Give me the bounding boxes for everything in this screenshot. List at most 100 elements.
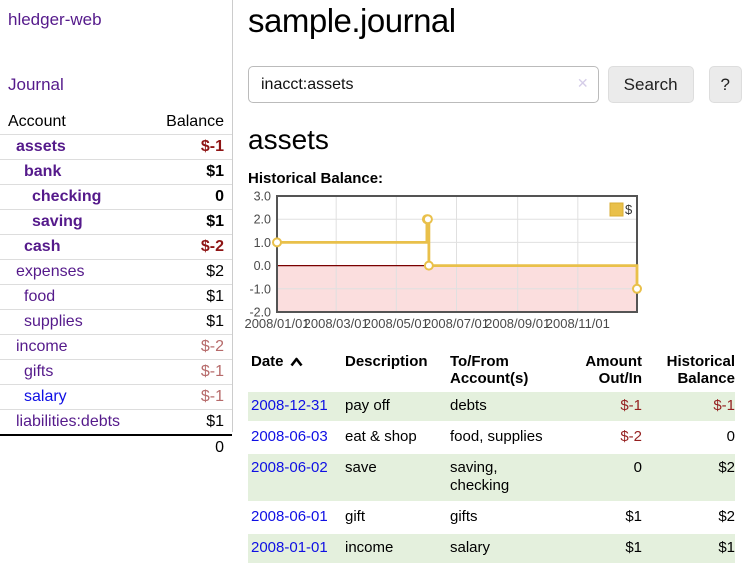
account-link-gifts[interactable]: gifts — [24, 363, 54, 380]
transaction-amount: $-1 — [562, 392, 642, 423]
transaction-row: 2008-06-03 eat & shop food, supplies $-2 0 — [248, 421, 735, 454]
chart-marker — [422, 214, 433, 225]
accounts-table: Account Balance assets $-1 bank $1 checking 0… — [0, 110, 232, 460]
account-row: food $1 — [0, 284, 232, 310]
x-tick-label: 2008/09/01 — [485, 316, 550, 331]
transaction-row: 2008-12-31 pay off debts $-1 $-1 — [248, 392, 735, 423]
clear-search-icon[interactable]: ✕ — [576, 75, 589, 91]
page-title: sample.journal — [248, 2, 456, 39]
account-link-saving[interactable]: saving — [32, 213, 83, 230]
transaction-row: 2008-01-01 income salary $1 $1 — [248, 532, 735, 565]
y-tick-label: 2.0 — [254, 213, 271, 227]
transaction-description: save — [345, 452, 450, 503]
transaction-accounts: saving, checking — [450, 452, 562, 503]
y-tick-label: 0.0 — [254, 259, 271, 273]
account-balance: $2 — [206, 263, 224, 280]
x-tick-label: 2008/11/01 — [546, 316, 610, 331]
account-link-supplies[interactable]: supplies — [24, 313, 83, 330]
y-tick-label: -2.0 — [249, 306, 271, 320]
plot-border — [276, 195, 638, 313]
account-link-cash[interactable]: cash — [24, 238, 61, 255]
account-row: gifts $-1 — [0, 359, 232, 385]
transaction-balance: 0 — [642, 421, 735, 454]
account-balance: $-2 — [200, 238, 224, 255]
account-row: saving $1 — [0, 209, 232, 235]
account-balance: $1 — [206, 413, 224, 430]
transaction-amount: $1 — [562, 532, 642, 565]
accounts-header-balance: Balance — [166, 113, 224, 130]
transaction-row: 2008-06-01 gift gifts $1 $2 — [248, 502, 735, 534]
account-row: expenses $2 — [0, 259, 232, 285]
accounts-total-spacer — [0, 435, 148, 460]
transaction-date-link[interactable]: 2008-01-01 — [251, 538, 328, 556]
main-panel: sample.journal ✕ Search ? assets Histori… — [244, 0, 742, 565]
search-input-wrap: ✕ — [248, 66, 599, 103]
account-link-assets[interactable]: assets — [16, 138, 66, 155]
accounts-header-row: Account Balance — [0, 110, 232, 135]
legend-label: $ — [625, 202, 633, 217]
account-balance: $1 — [206, 288, 224, 305]
sort-ascending-icon[interactable] — [289, 357, 303, 367]
y-tick-label: 1.0 — [254, 236, 271, 250]
account-link-income[interactable]: income — [16, 338, 68, 355]
transaction-amount: 0 — [562, 452, 642, 503]
transaction-accounts: food, supplies — [450, 421, 562, 454]
transaction-description: gift — [345, 502, 450, 534]
help-button[interactable]: ? — [708, 66, 742, 103]
transaction-date-link[interactable]: 2008-06-03 — [251, 427, 328, 445]
accounts-header-account: Account — [8, 113, 66, 130]
account-link-expenses[interactable]: expenses — [16, 263, 85, 280]
transaction-date-link[interactable]: 2008-12-31 — [251, 397, 328, 414]
account-row: liabilities:debts $1 — [0, 409, 232, 436]
account-row: income $-2 — [0, 334, 232, 360]
chart-marker — [423, 260, 434, 271]
transaction-date-link[interactable]: 2008-06-01 — [251, 508, 328, 525]
account-row: supplies $1 — [0, 309, 232, 335]
transaction-description: pay off — [345, 392, 450, 423]
transaction-date-link[interactable]: 2008-06-02 — [251, 458, 328, 476]
legend-swatch — [609, 202, 624, 217]
x-tick-label: 2008/05/01 — [364, 316, 429, 331]
account-balance: $-1 — [200, 388, 224, 405]
transaction-accounts: debts — [450, 392, 562, 423]
x-tick-label: 2008/03/01 — [304, 316, 369, 331]
account-balance: 0 — [215, 188, 224, 205]
account-balance: $1 — [206, 313, 224, 330]
transaction-amount: $1 — [562, 502, 642, 534]
account-link-bank[interactable]: bank — [24, 163, 62, 180]
chart-marker — [272, 237, 282, 248]
column-header-amount: Amount Out/In — [585, 353, 642, 387]
app-title-link[interactable]: hledger-web — [8, 10, 102, 29]
account-balance: $1 — [206, 213, 224, 230]
transaction-accounts: gifts — [450, 502, 562, 534]
account-link-salary[interactable]: salary — [24, 388, 67, 405]
account-link-food[interactable]: food — [24, 288, 56, 305]
chart-marker — [632, 283, 642, 294]
chart-title: Historical Balance: — [248, 170, 384, 187]
transaction-description: eat & shop — [345, 421, 450, 454]
column-header-date[interactable]: Date — [248, 351, 345, 392]
account-balance: $1 — [206, 163, 224, 180]
transaction-amount: $-2 — [562, 421, 642, 454]
sidebar: hledger-web Journal Account Balance asse… — [0, 0, 233, 456]
transaction-balance: $1 — [642, 532, 735, 565]
search-input[interactable] — [248, 66, 599, 103]
column-header-to-from: To/From Account(s) — [450, 353, 529, 387]
transaction-balance: $2 — [642, 452, 735, 503]
account-row: checking 0 — [0, 184, 232, 210]
column-header-historical: Historical Balance — [666, 353, 735, 387]
account-row: bank $1 — [0, 159, 232, 185]
register-table: Date Description To/From Account(s) Amount Ou… — [248, 351, 735, 565]
transaction-row: 2008-06-02 save saving, checking 0 $2 — [248, 452, 735, 503]
account-row: cash $-2 — [0, 234, 232, 260]
transaction-description: income — [345, 532, 450, 565]
account-row: salary $-1 — [0, 384, 232, 410]
transaction-balance: $2 — [642, 502, 735, 534]
sidebar-item-journal[interactable]: Journal — [8, 75, 64, 94]
account-link-checking[interactable]: checking — [32, 188, 102, 205]
historical-balance-chart: $3.0 2.0 1.0 0.0 -1.0 -2.02008/01/012008/03/0… — [244, 190, 642, 331]
accounts-total-row: 0 — [0, 435, 232, 460]
column-header-description: Description — [345, 353, 428, 370]
account-link-liabilities-debts[interactable]: liabilities:debts — [16, 413, 121, 430]
search-button[interactable]: Search — [607, 66, 694, 103]
